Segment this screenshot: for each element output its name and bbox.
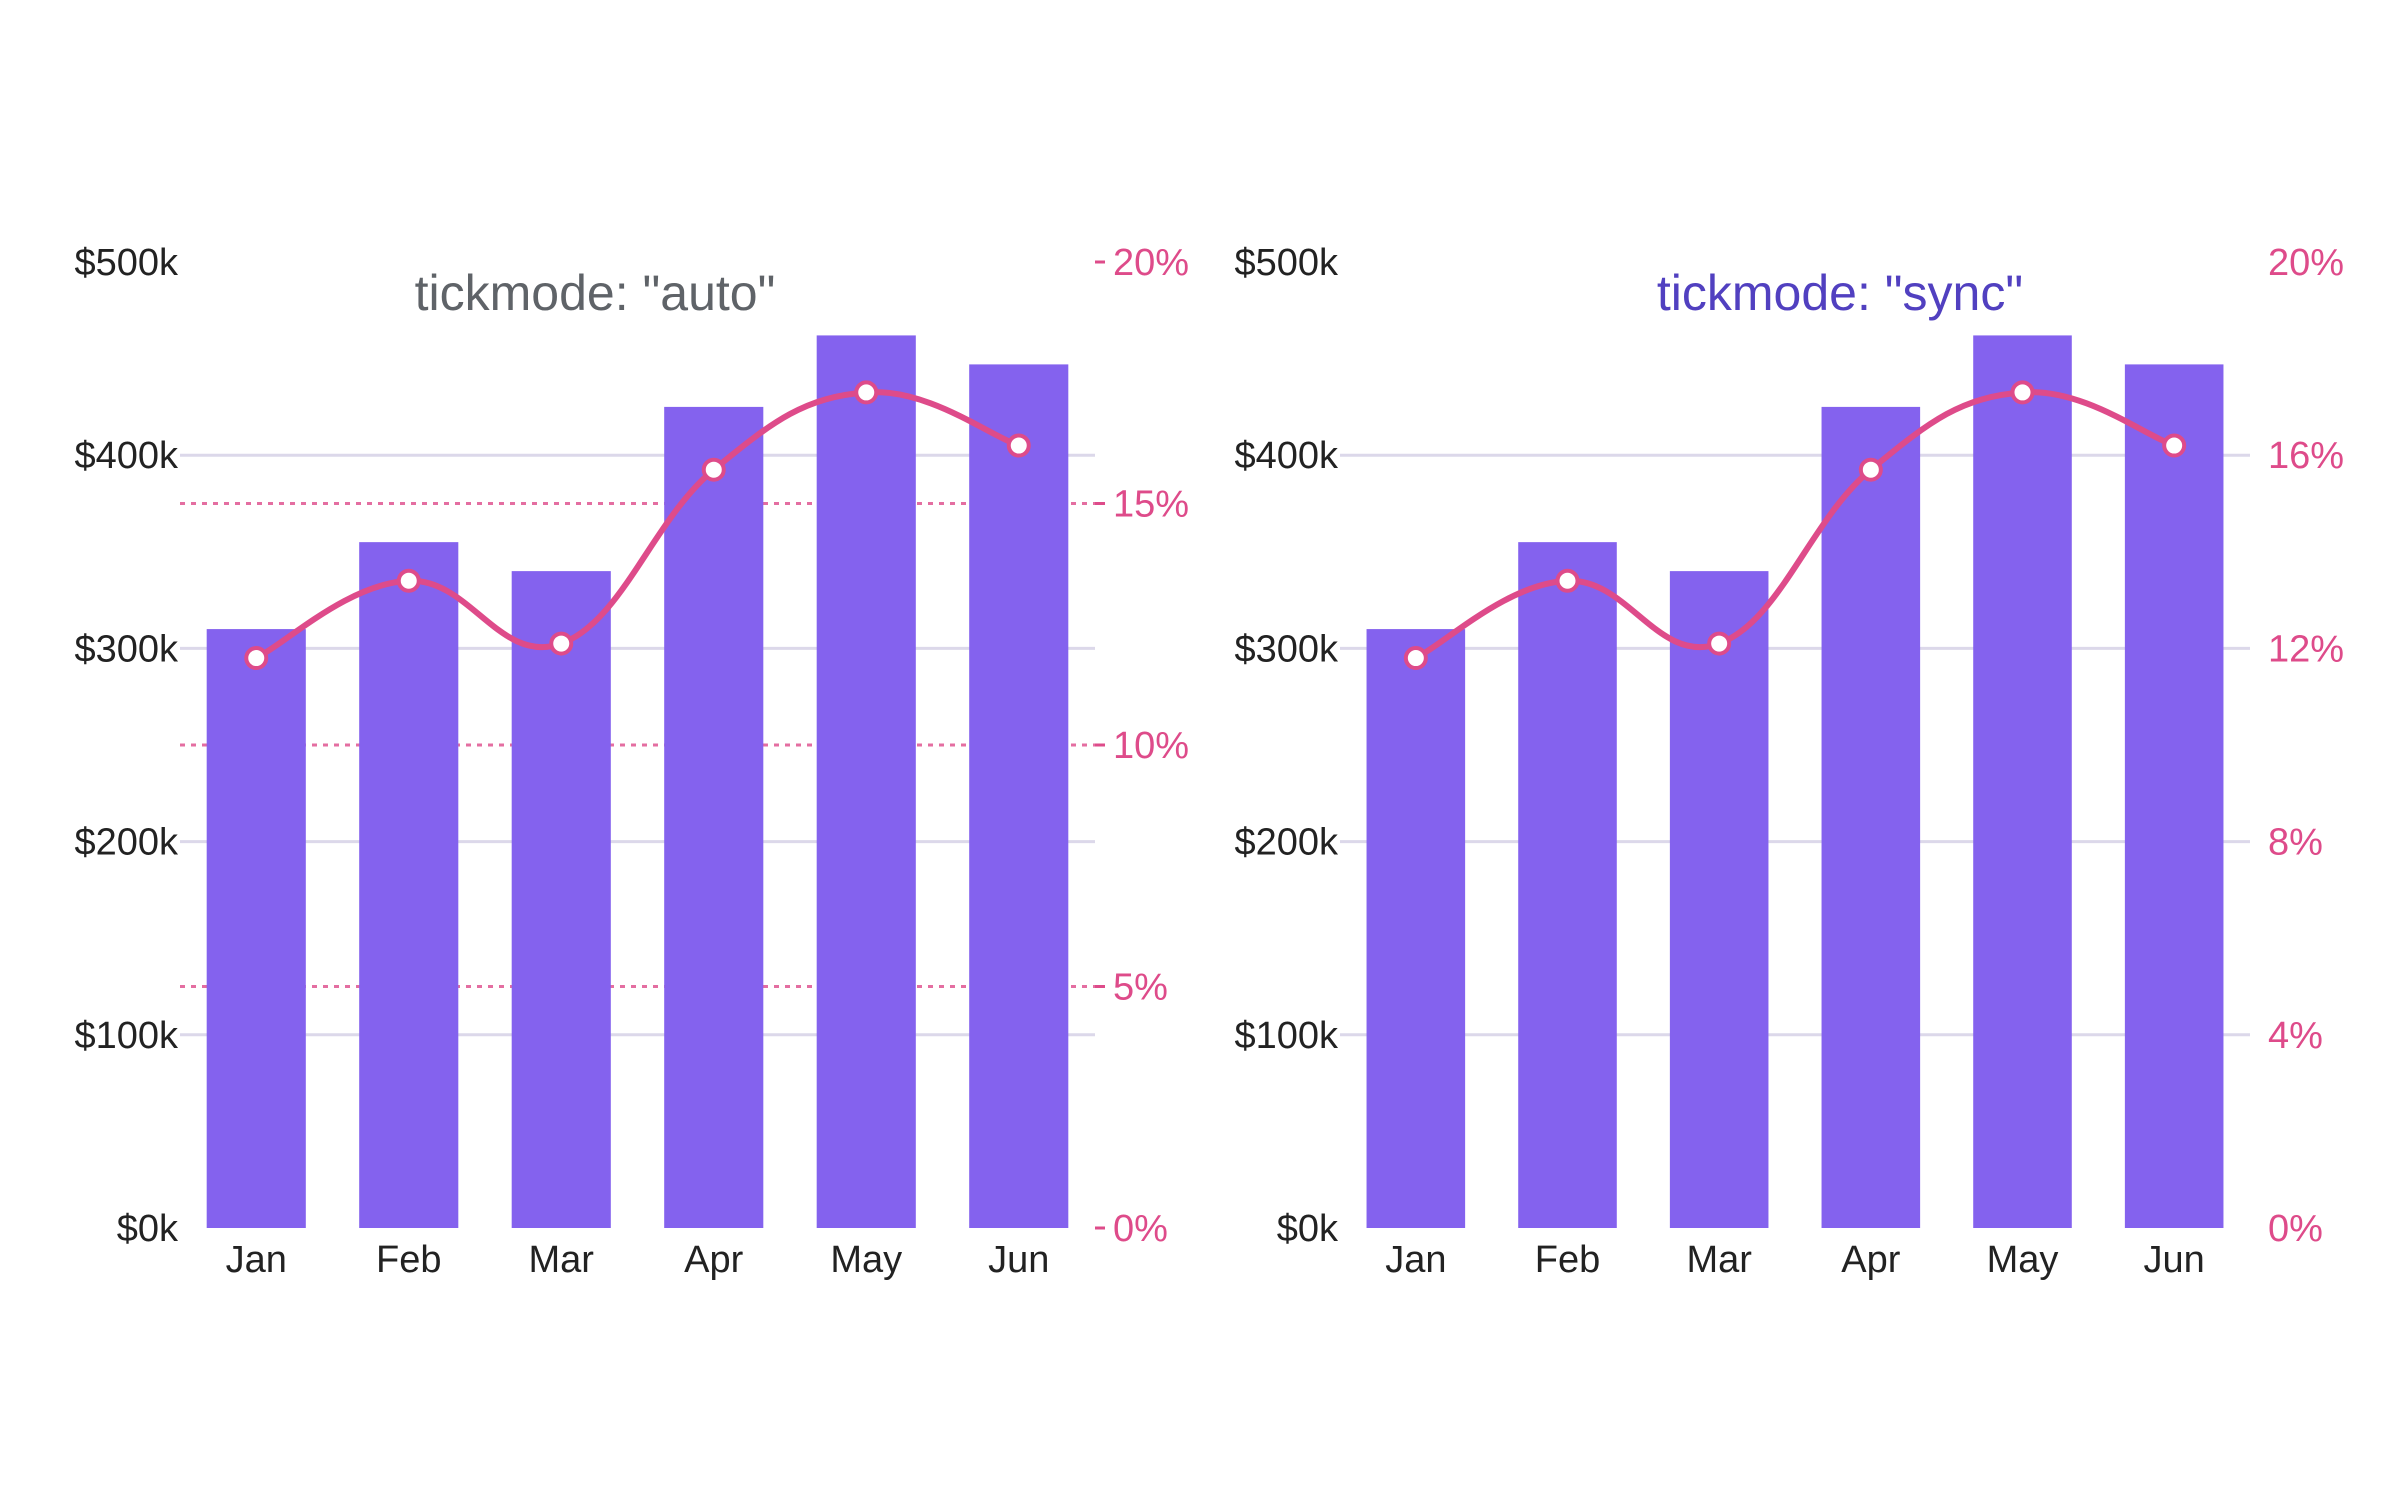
chart2-line-point-apr bbox=[1858, 457, 1883, 482]
chart1-y-tick-label: $0k bbox=[117, 1208, 179, 1250]
chart2-x-tick-label: Jun bbox=[2144, 1239, 2205, 1281]
chart1-y-tick-label: $200k bbox=[74, 822, 179, 864]
chart1-y-tick-label: $400k bbox=[74, 435, 179, 477]
chart2-bar-apr bbox=[1821, 406, 1921, 1228]
chart1-y2-tick-label: 20% bbox=[1113, 242, 1189, 284]
chart2-y2-tick-label: 4% bbox=[2268, 1015, 2323, 1057]
chart1-line-point-apr bbox=[701, 457, 726, 482]
chart1-line-point-feb bbox=[396, 568, 421, 593]
chart2-bar-feb bbox=[1518, 542, 1617, 1228]
chart2-y-tick-label: $300k bbox=[1234, 628, 1339, 670]
chart2-bar-jan bbox=[1366, 629, 1466, 1228]
chart1-line-point-jan bbox=[244, 646, 269, 671]
chart1-y2-tick-label: 10% bbox=[1113, 725, 1189, 767]
chart2-line-series bbox=[1412, 389, 2178, 662]
chart1-y2-tick-label: 15% bbox=[1113, 484, 1189, 526]
chart2-line-point-feb bbox=[1555, 568, 1580, 593]
chart1-bar-may bbox=[816, 335, 916, 1228]
chart1-line-point-jun bbox=[1006, 433, 1031, 458]
chart2-line-point-jan bbox=[1403, 646, 1428, 671]
chart2-bar-jun bbox=[2124, 364, 2224, 1228]
chart1-bar-mar bbox=[511, 571, 611, 1228]
chart1-x-tick-label: May bbox=[830, 1239, 902, 1281]
chart2-y-tick-label: $500k bbox=[1234, 242, 1339, 284]
chart1-y-tick-label: $300k bbox=[74, 628, 179, 670]
chart1-y-tick-label: $100k bbox=[74, 1015, 179, 1057]
chart2-y2-tick-label: 20% bbox=[2268, 242, 2344, 284]
chart2-bar-mar bbox=[1669, 571, 1769, 1228]
chart1-bar-jan bbox=[206, 629, 306, 1228]
chart1-title: tickmode: "auto" bbox=[415, 265, 776, 321]
chart1-x-tick-label: Mar bbox=[529, 1239, 595, 1281]
chart1-bar-jun bbox=[969, 364, 1069, 1228]
chart1-line-point-mar bbox=[549, 631, 574, 656]
chart2-y-tick-label: $100k bbox=[1234, 1015, 1339, 1057]
chart2-x-tick-label: May bbox=[1987, 1239, 2059, 1281]
chart1-bar-feb bbox=[359, 542, 459, 1228]
chart2-bar-may bbox=[1973, 335, 2072, 1228]
chart1-y2-tick-label: 0% bbox=[1113, 1208, 1168, 1250]
chart2-title: tickmode: "sync" bbox=[1657, 265, 2023, 321]
chart2-y-tick-label: $200k bbox=[1234, 822, 1339, 864]
chart2-x-tick-label: Mar bbox=[1686, 1239, 1752, 1281]
chart1-y2-tick-label: 5% bbox=[1113, 967, 1168, 1009]
chart1-x-tick-label: Feb bbox=[376, 1239, 441, 1281]
chart2-y-tick-label: $0k bbox=[1277, 1208, 1339, 1250]
chart2-x-tick-label: Jan bbox=[1385, 1239, 1446, 1281]
chart2-line-point-may bbox=[2010, 380, 2035, 405]
chart2-line-point-mar bbox=[1707, 631, 1732, 656]
chart1-bar-apr bbox=[664, 406, 764, 1228]
chart2-y2-tick-label: 12% bbox=[2268, 628, 2344, 670]
chart2-y2-tick-label: 16% bbox=[2268, 435, 2344, 477]
chart1-line-series bbox=[253, 389, 1022, 662]
chart1-x-tick-label: Jun bbox=[988, 1239, 1049, 1281]
chart2-x-tick-label: Apr bbox=[1841, 1239, 1900, 1281]
chart2-y2-tick-label: 0% bbox=[2268, 1208, 2323, 1250]
chart1-y-tick-label: $500k bbox=[74, 242, 179, 284]
chart1-x-tick-label: Jan bbox=[226, 1239, 287, 1281]
chart1-line-point-may bbox=[854, 380, 879, 405]
chart2-x-tick-label: Feb bbox=[1535, 1239, 1600, 1281]
chart2-y2-tick-label: 8% bbox=[2268, 822, 2323, 864]
chart1-x-tick-label: Apr bbox=[684, 1239, 743, 1281]
chart2-line-point-jun bbox=[2162, 433, 2187, 458]
chart2-y-tick-label: $400k bbox=[1234, 435, 1339, 477]
